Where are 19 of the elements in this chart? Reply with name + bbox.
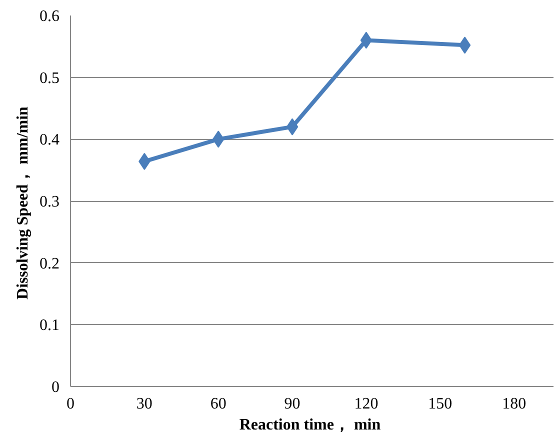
x-tick-label: 30	[136, 396, 152, 412]
y-tick-label: 0	[52, 379, 60, 396]
x-axis-title: Reaction time， min	[239, 416, 381, 434]
x-tick-label: 60	[210, 396, 226, 412]
point	[458, 36, 471, 54]
point	[360, 32, 372, 49]
x-tick-label: 150	[428, 396, 452, 412]
x-tick-label: 180	[502, 396, 526, 412]
y-tick-label: 0.6	[40, 8, 60, 25]
y-axis-title: Dissolving Speed， mm/min	[14, 106, 32, 300]
x-tick-label: 90	[284, 396, 300, 412]
point	[286, 118, 298, 136]
y-tick-label: 0.1	[40, 317, 60, 334]
x-tick-label: 0	[66, 396, 74, 412]
y-tick-label: 0.4	[40, 132, 60, 149]
y-tick-label: 0.5	[40, 70, 60, 87]
y-tick-label: 0.3	[40, 194, 60, 210]
y-tick-label: 0.2	[40, 255, 60, 272]
x-tick-label: 120	[354, 396, 378, 412]
